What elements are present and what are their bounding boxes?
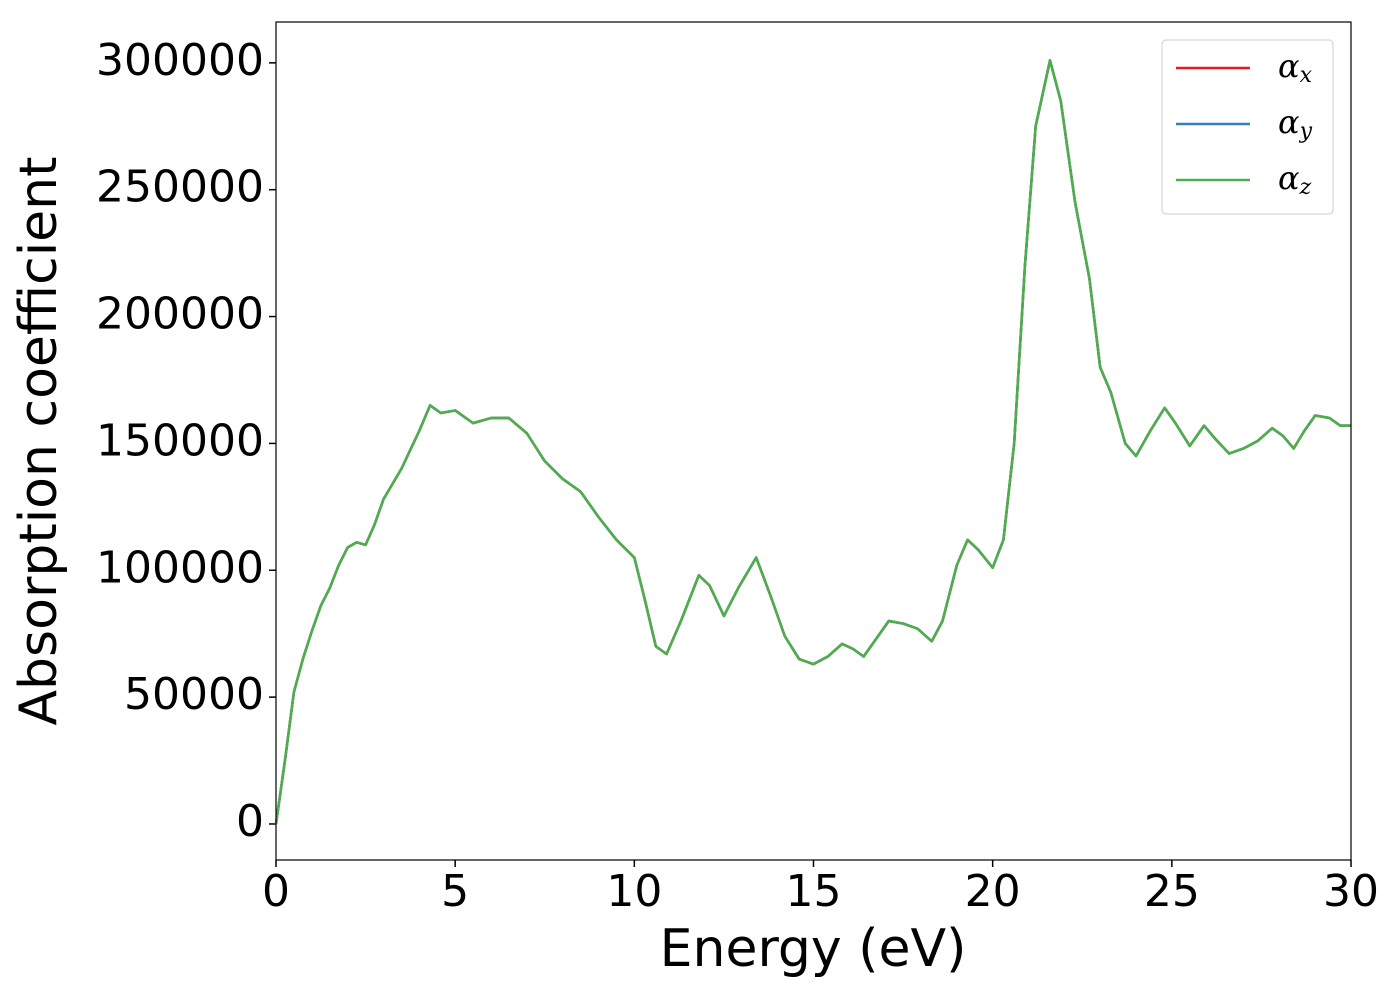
x-tick-label: 30	[1323, 866, 1379, 917]
plot-frame	[275, 21, 1352, 861]
y-axis-label: Absorption coefficient	[9, 156, 69, 725]
legend-label: αy	[1278, 103, 1313, 145]
x-tick-label: 10	[606, 866, 662, 917]
legend-label: αz	[1278, 159, 1312, 201]
y-tick-label: 0	[236, 796, 264, 847]
x-tick-label: 20	[965, 866, 1021, 917]
legend-label: αx	[1278, 47, 1313, 89]
y-tick-label: 200000	[96, 289, 264, 340]
legend-box	[1161, 39, 1334, 215]
y-tick-label: 250000	[96, 162, 264, 213]
y-tick-label: 300000	[96, 35, 264, 86]
y-tick-label: 100000	[96, 542, 264, 593]
x-tick-label: 15	[786, 866, 842, 917]
x-tick-label: 5	[441, 866, 469, 917]
x-tick-label: 25	[1144, 866, 1200, 917]
y-tick-label: 50000	[124, 669, 264, 720]
x-axis-label: Energy (eV)	[660, 919, 967, 979]
data-line	[274, 59, 1351, 825]
x-tick-label: 0	[262, 866, 290, 917]
y-tick-label: 150000	[96, 415, 264, 466]
